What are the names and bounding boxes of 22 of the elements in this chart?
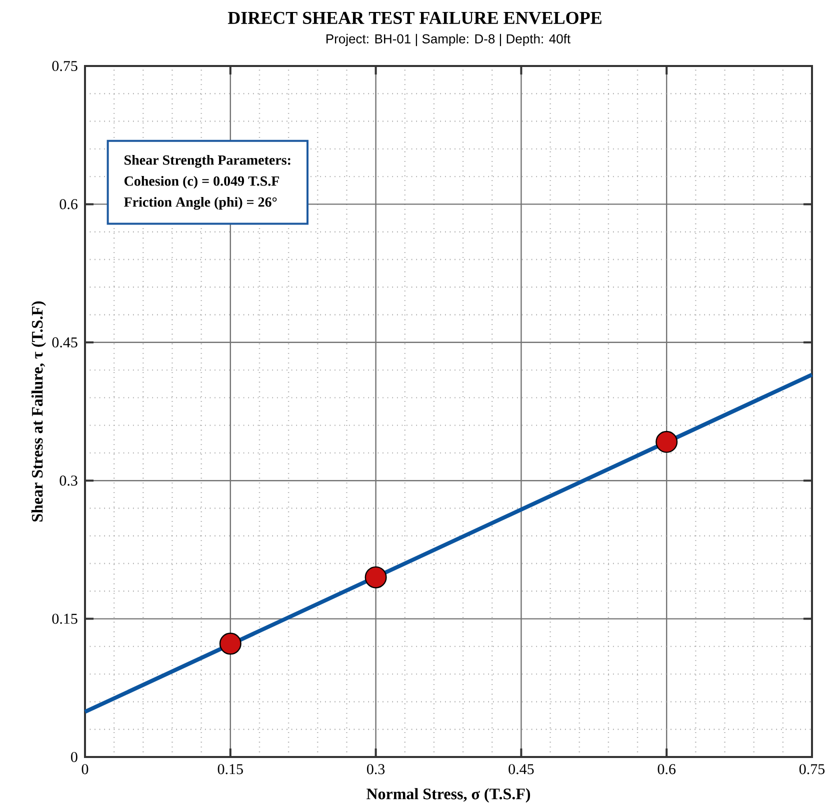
y-tick-label: 0.15 xyxy=(52,614,78,624)
x-tick-label: 0.45 xyxy=(508,764,534,774)
y-tick-label: 0.75 xyxy=(52,60,78,72)
y-tick-label: 0.3 xyxy=(60,476,78,486)
point xyxy=(219,632,242,655)
y-tick-label: 0 xyxy=(71,752,78,762)
chart-title: DIRECT SHEAR TEST FAILURE ENVELOPE xyxy=(228,12,602,24)
annotation: Friction Angle (phi) = 26° xyxy=(124,196,277,210)
point xyxy=(364,566,387,588)
x-tick-label: 0.75 xyxy=(799,764,825,774)
annotation: Cohesion (c) = 0.049 T.S.F xyxy=(124,176,280,189)
x-tick-label: 0 xyxy=(82,764,88,774)
chart-subtitle: Project: BH-01 | Sample: D-8 | Depth: 40ft xyxy=(326,34,570,46)
y-axis-title: Shear Stress at Failure, τ (T.S.F) xyxy=(31,301,46,522)
point xyxy=(656,430,678,453)
annotation: Shear Strength Parameters: xyxy=(124,154,290,168)
x-tick-label: 0.6 xyxy=(658,764,676,774)
y-tick-label: 0.6 xyxy=(60,199,78,210)
x-tick-label: 0.15 xyxy=(218,764,243,774)
x-axis-title: Normal Stress, σ (T.S.F) xyxy=(366,788,530,803)
y-tick-label: 0.45 xyxy=(52,337,78,348)
x-tick-label: 0.3 xyxy=(366,764,385,774)
